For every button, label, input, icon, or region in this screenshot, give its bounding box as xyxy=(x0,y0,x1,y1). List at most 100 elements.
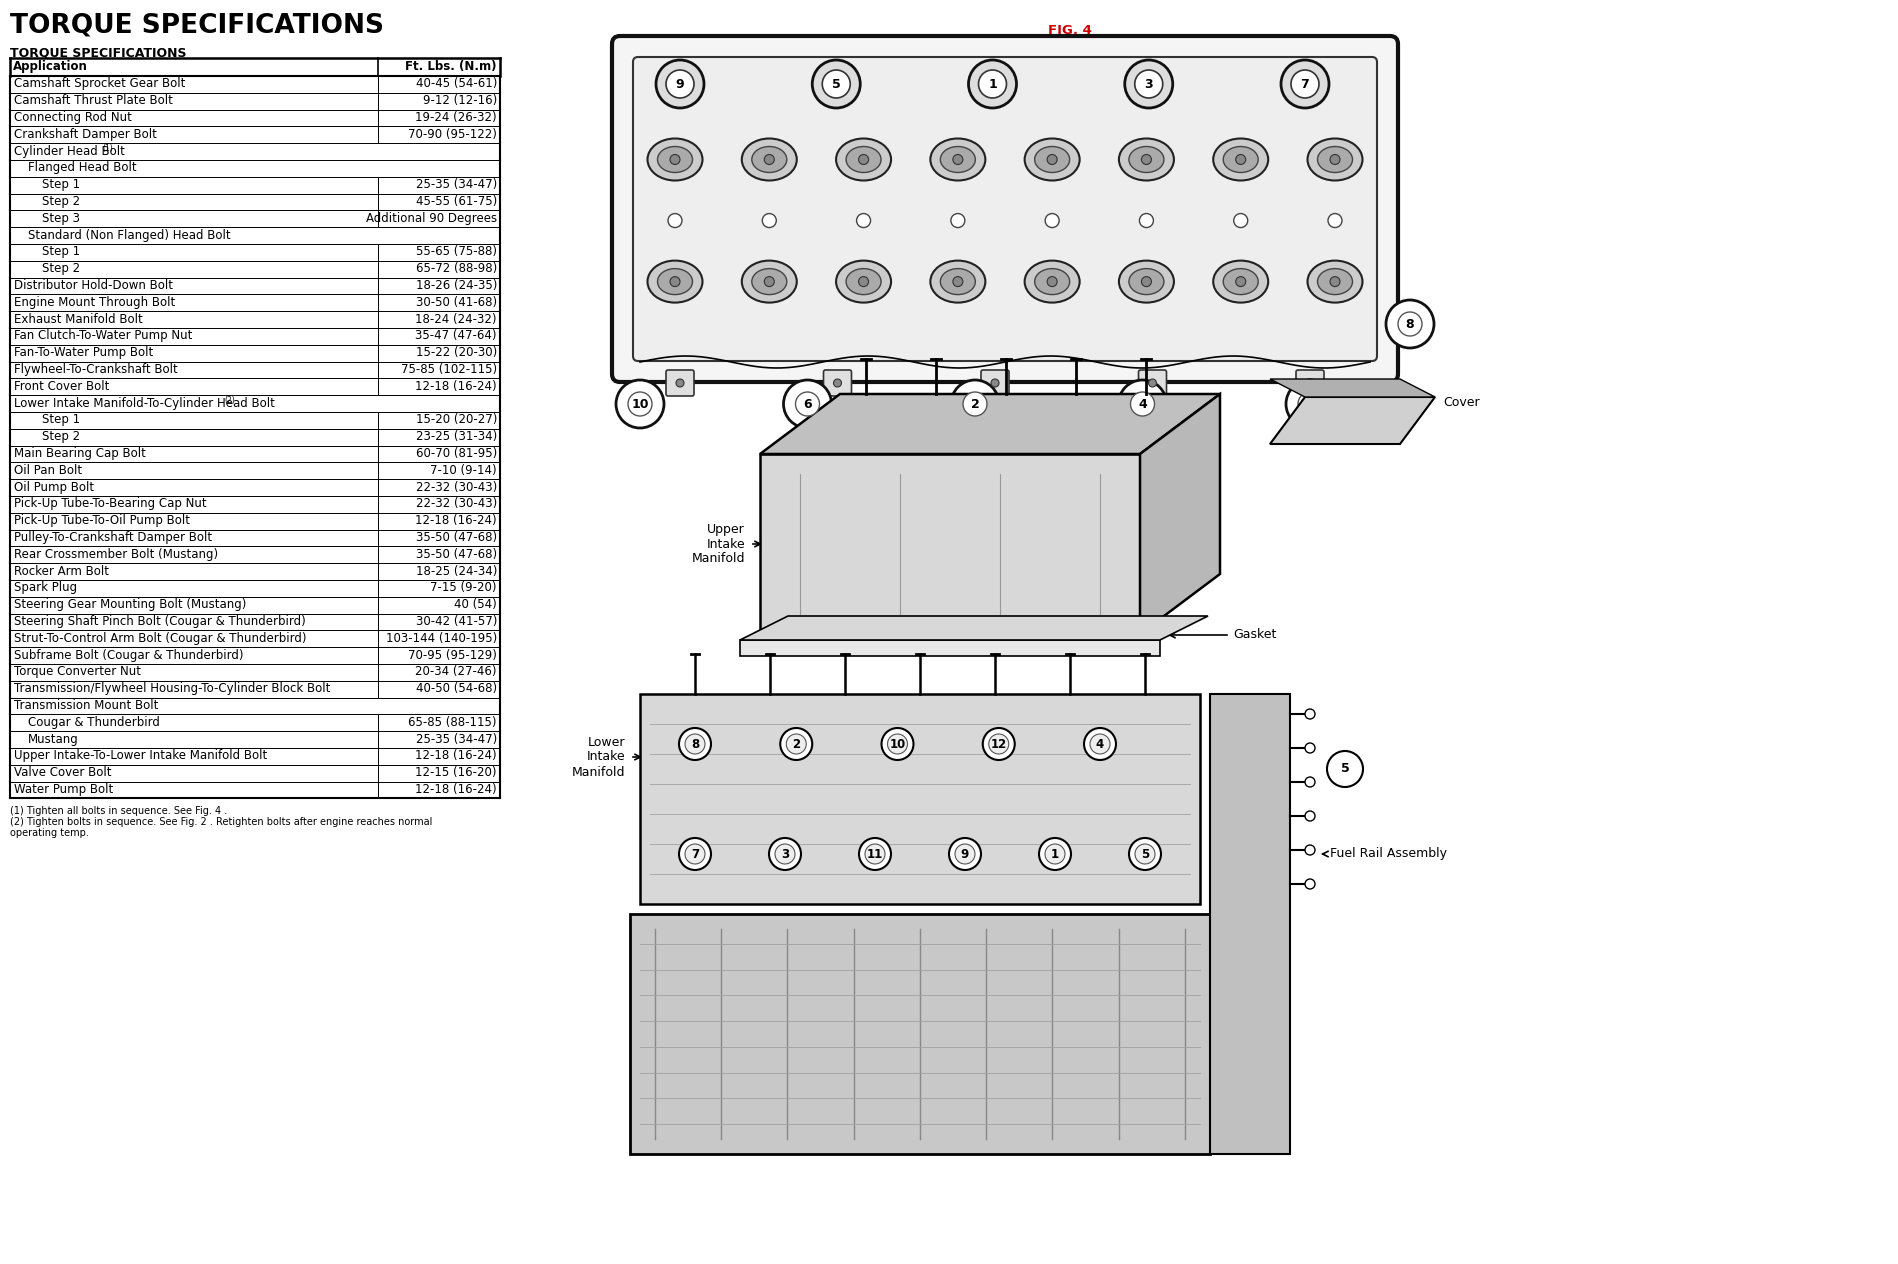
Circle shape xyxy=(856,214,871,228)
Polygon shape xyxy=(1270,379,1435,397)
Ellipse shape xyxy=(752,147,788,172)
Circle shape xyxy=(888,734,907,755)
Circle shape xyxy=(953,277,962,287)
Ellipse shape xyxy=(1222,269,1258,295)
Circle shape xyxy=(1234,214,1247,228)
Text: 35-50 (47-68): 35-50 (47-68) xyxy=(416,531,497,544)
Text: 8: 8 xyxy=(1306,397,1313,411)
Circle shape xyxy=(1236,277,1245,287)
Text: Step 1: Step 1 xyxy=(42,178,80,191)
Text: 40 (54): 40 (54) xyxy=(454,598,497,612)
Text: 3: 3 xyxy=(1144,77,1154,91)
Ellipse shape xyxy=(1317,147,1353,172)
Circle shape xyxy=(1038,838,1070,870)
Text: 15-20 (20-27): 15-20 (20-27) xyxy=(416,413,497,426)
Circle shape xyxy=(1327,751,1363,787)
Text: 12-18 (16-24): 12-18 (16-24) xyxy=(416,784,497,796)
Text: 35-47 (47-64): 35-47 (47-64) xyxy=(416,330,497,343)
Circle shape xyxy=(617,380,664,428)
Text: Fan Clutch-To-Water Pump Nut: Fan Clutch-To-Water Pump Nut xyxy=(13,330,192,343)
Text: 2: 2 xyxy=(970,397,979,411)
Text: 30-42 (41-57): 30-42 (41-57) xyxy=(416,616,497,628)
FancyBboxPatch shape xyxy=(634,57,1378,362)
Text: 30-50 (41-68): 30-50 (41-68) xyxy=(416,296,497,308)
Text: TORQUE SPECIFICATIONS: TORQUE SPECIFICATIONS xyxy=(9,46,186,59)
Circle shape xyxy=(1126,59,1173,107)
Text: (1) Tighten all bolts in sequence. See Fig. 4 .: (1) Tighten all bolts in sequence. See F… xyxy=(9,806,228,817)
Circle shape xyxy=(812,59,860,107)
Text: 35-50 (47-68): 35-50 (47-68) xyxy=(416,547,497,561)
Circle shape xyxy=(1048,277,1057,287)
Circle shape xyxy=(1399,312,1422,336)
Polygon shape xyxy=(759,454,1141,635)
Ellipse shape xyxy=(647,139,702,181)
Text: Rear Crossmember Bolt (Mustang): Rear Crossmember Bolt (Mustang) xyxy=(13,547,218,561)
Text: 65-72 (88-98): 65-72 (88-98) xyxy=(416,263,497,276)
FancyBboxPatch shape xyxy=(981,370,1010,396)
Circle shape xyxy=(784,380,831,428)
Text: 7-10 (9-14): 7-10 (9-14) xyxy=(431,464,497,477)
Text: Additional 90 Degrees: Additional 90 Degrees xyxy=(366,212,497,225)
Text: 103-144 (140-195): 103-144 (140-195) xyxy=(385,632,497,645)
Circle shape xyxy=(1236,154,1245,164)
Text: Gasket: Gasket xyxy=(1234,628,1275,642)
Circle shape xyxy=(765,154,774,164)
Circle shape xyxy=(1118,380,1167,428)
Text: Application: Application xyxy=(13,59,87,73)
Circle shape xyxy=(1135,844,1156,865)
Circle shape xyxy=(1306,811,1315,822)
Ellipse shape xyxy=(1034,147,1070,172)
Text: 25-35 (34-47): 25-35 (34-47) xyxy=(416,178,497,191)
Circle shape xyxy=(769,838,801,870)
Circle shape xyxy=(1048,154,1057,164)
Circle shape xyxy=(865,844,884,865)
Circle shape xyxy=(1306,846,1315,854)
Ellipse shape xyxy=(1213,139,1268,181)
Text: Pick-Up Tube-To-Bearing Cap Nut: Pick-Up Tube-To-Bearing Cap Nut xyxy=(13,498,207,511)
Text: 9: 9 xyxy=(676,77,685,91)
Text: 40-45 (54-61): 40-45 (54-61) xyxy=(416,77,497,91)
Text: 12: 12 xyxy=(991,737,1006,751)
Circle shape xyxy=(949,838,981,870)
Text: 75-85 (102-115): 75-85 (102-115) xyxy=(400,363,497,377)
Text: 5: 5 xyxy=(1340,762,1349,776)
Text: 18-26 (24-35): 18-26 (24-35) xyxy=(416,279,497,292)
Ellipse shape xyxy=(752,269,788,295)
Circle shape xyxy=(1139,214,1154,228)
Ellipse shape xyxy=(1222,147,1258,172)
Text: 70-90 (95-122): 70-90 (95-122) xyxy=(408,128,497,140)
Text: Cougar & Thunderbird: Cougar & Thunderbird xyxy=(28,715,159,729)
Text: 12-18 (16-24): 12-18 (16-24) xyxy=(416,380,497,393)
Circle shape xyxy=(951,380,998,428)
Polygon shape xyxy=(640,694,1200,904)
Circle shape xyxy=(1330,277,1340,287)
Text: 5: 5 xyxy=(831,77,841,91)
Text: Front Cover Bolt: Front Cover Bolt xyxy=(13,380,110,393)
Text: 7: 7 xyxy=(691,847,698,861)
Text: 1: 1 xyxy=(1051,847,1059,861)
Ellipse shape xyxy=(847,269,881,295)
Text: FIG. 2: FIG. 2 xyxy=(949,394,993,407)
Circle shape xyxy=(628,392,653,416)
Circle shape xyxy=(670,277,679,287)
Ellipse shape xyxy=(657,269,693,295)
Circle shape xyxy=(1330,154,1340,164)
Ellipse shape xyxy=(1213,260,1268,302)
Text: 7: 7 xyxy=(1300,77,1310,91)
Circle shape xyxy=(657,59,704,107)
Text: 4: 4 xyxy=(1139,397,1146,411)
Text: Mustang: Mustang xyxy=(28,733,78,746)
Circle shape xyxy=(858,154,869,164)
Circle shape xyxy=(1386,300,1435,348)
Text: Ft. Lbs. (N.m): Ft. Lbs. (N.m) xyxy=(406,59,497,73)
Circle shape xyxy=(780,728,812,760)
Circle shape xyxy=(1306,743,1315,753)
Ellipse shape xyxy=(847,147,881,172)
Circle shape xyxy=(860,838,890,870)
Text: 7-15 (9-20): 7-15 (9-20) xyxy=(431,581,497,594)
Text: Step 2: Step 2 xyxy=(42,263,80,276)
Text: 11: 11 xyxy=(867,847,883,861)
Text: Transmission Mount Bolt: Transmission Mount Bolt xyxy=(13,699,158,712)
Circle shape xyxy=(1329,214,1342,228)
Circle shape xyxy=(968,59,1017,107)
